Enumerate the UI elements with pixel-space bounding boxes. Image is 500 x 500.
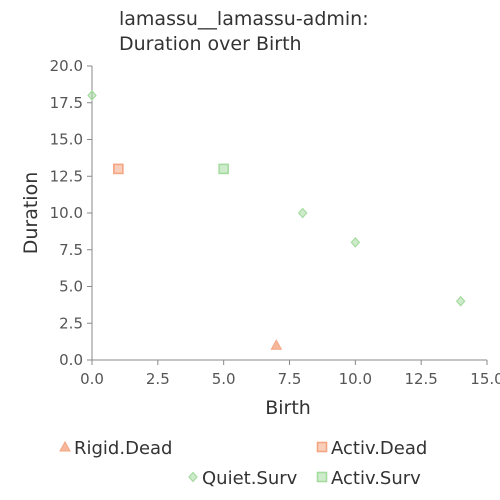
data-point — [87, 89, 97, 101]
x-axis-label: Birth — [265, 397, 311, 419]
x-tick-label: 0.0 — [80, 370, 104, 388]
legend-marker — [59, 440, 71, 452]
y-tick-label: 10.0 — [50, 204, 83, 222]
legend-label: Activ.Surv — [331, 468, 421, 489]
x-tick-label: 5.0 — [212, 370, 236, 388]
data-points — [87, 89, 466, 350]
y-tick-label: 7.5 — [59, 241, 83, 259]
y-axis-label: Duration — [20, 172, 42, 255]
data-point — [455, 295, 466, 307]
y-tick-label: 20.0 — [50, 57, 83, 75]
legend-label: Activ.Dead — [331, 438, 427, 459]
x-tick-label: 10.0 — [339, 370, 372, 388]
legend-marker — [316, 471, 328, 483]
y-tick-label: 5.0 — [59, 278, 83, 296]
chart-legend: Rigid.Dead Activ.Dead Quiet.Surv Activ.Surv — [59, 438, 427, 489]
y-tick-label: 15.0 — [50, 131, 83, 149]
legend-label: Rigid.Dead — [74, 438, 172, 459]
data-point — [270, 339, 283, 350]
x-tick-label: 2.5 — [146, 370, 170, 388]
data-point — [113, 163, 124, 175]
x-tick-label: 12.5 — [404, 370, 437, 388]
x-tick-label: 7.5 — [278, 370, 302, 388]
plot-axes: 0.0 2.5 5.0 7.5 10.0 12.5 15.0 17.5 20.0 0.0 2.5 5.… — [50, 57, 500, 388]
chart-title-line-2: Duration over Birth — [119, 33, 302, 55]
y-tick-label: 2.5 — [59, 314, 83, 332]
y-tick-label: 0.0 — [59, 351, 83, 369]
y-tick-label: 12.5 — [50, 167, 83, 185]
data-point — [297, 207, 308, 219]
data-point — [350, 236, 361, 248]
legend-marker — [316, 441, 328, 453]
y-tick-label: 17.5 — [50, 94, 83, 112]
chart-title-line-1: lamassu__lamassu-admin: — [119, 8, 369, 30]
legend-marker — [188, 471, 198, 483]
x-tick-label: 15.0 — [470, 370, 500, 388]
data-point — [218, 163, 229, 175]
legend-label: Quiet.Surv — [202, 468, 298, 489]
